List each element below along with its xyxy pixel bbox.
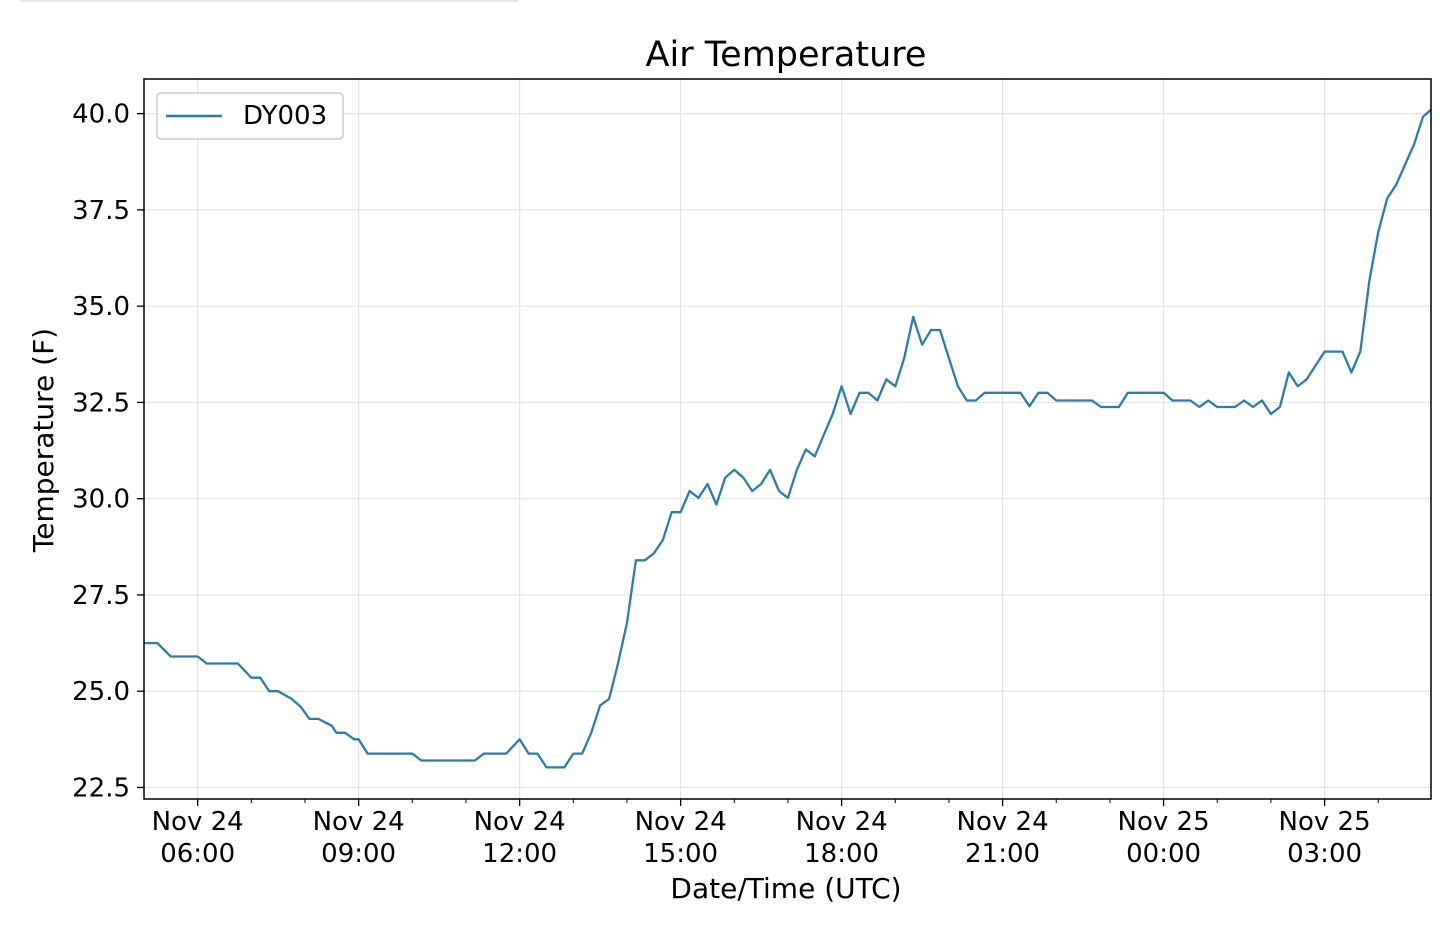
x-tick-label-date: Nov 25	[1279, 807, 1371, 837]
legend: DY003	[156, 92, 344, 140]
top-divider	[20, 0, 518, 2]
x-tick-label-date: Nov 24	[957, 807, 1049, 837]
x-tick-label-time: 12:00	[482, 839, 557, 869]
legend-label-dy003: DY003	[243, 101, 327, 131]
x-tick-label-time: 06:00	[160, 839, 235, 869]
y-tick-label: 40.0	[72, 100, 130, 130]
y-axis-label: Temperature (F)	[27, 328, 60, 553]
x-tick-label-time: 21:00	[965, 839, 1040, 869]
x-tick-label-date: Nov 25	[1118, 807, 1210, 837]
grid-layer	[144, 79, 1431, 799]
series-layer	[144, 108, 1432, 769]
series-line-dy003	[144, 108, 1432, 769]
x-tick-label-date: Nov 24	[796, 807, 888, 837]
y-tick-label: 35.0	[72, 292, 130, 322]
legend-box	[156, 92, 344, 140]
y-tick-label: 22.5	[72, 773, 130, 803]
x-tick-label-date: Nov 24	[635, 807, 727, 837]
x-tick-label-date: Nov 24	[313, 807, 405, 837]
y-tick-label: 30.0	[72, 485, 130, 515]
x-tick-label-time: 18:00	[804, 839, 879, 869]
x-tick-label-time: 00:00	[1126, 839, 1201, 869]
x-tick-label-date: Nov 24	[474, 807, 566, 837]
y-tick-label: 37.5	[72, 196, 130, 226]
x-axis-label: Date/Time (UTC)	[670, 872, 901, 905]
x-tick-label-time: 15:00	[643, 839, 718, 869]
chart-title: Air Temperature	[646, 35, 927, 75]
y-tick-label: 25.0	[72, 677, 130, 707]
x-tick-label-time: 09:00	[321, 839, 396, 869]
x-tick-label-time: 03:00	[1287, 839, 1362, 869]
y-tick-label: 27.5	[72, 581, 130, 611]
x-tick-label-date: Nov 24	[152, 807, 244, 837]
y-tick-label: 32.5	[72, 388, 130, 418]
